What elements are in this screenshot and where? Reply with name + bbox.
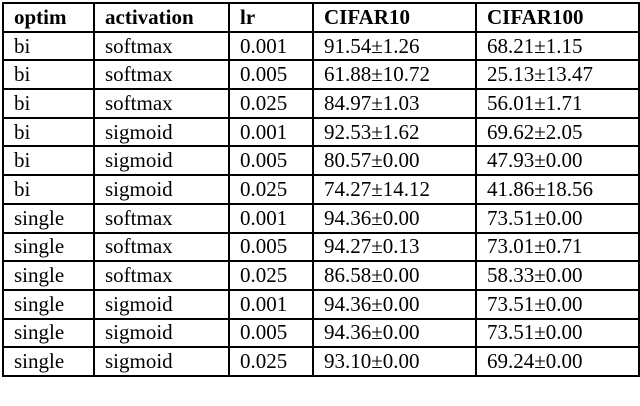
table-cell: 0.001 bbox=[228, 202, 314, 234]
table-cell: 84.97±1.03 bbox=[312, 88, 477, 119]
table-cell: 73.51±0.00 bbox=[475, 288, 640, 320]
column-header-lr: lr bbox=[228, 2, 314, 33]
table-cell: 0.001 bbox=[228, 288, 314, 320]
table-cell: 41.86±18.56 bbox=[475, 174, 640, 205]
table-cell: 94.27±0.13 bbox=[312, 231, 477, 263]
table-cell: 74.27±14.12 bbox=[312, 174, 477, 205]
table-row: bi sigmoid 0.001 92.53±1.62 69.62±2.05 bbox=[2, 116, 640, 148]
table-cell: 94.36±0.00 bbox=[312, 288, 477, 320]
table-cell: softmax bbox=[93, 88, 230, 119]
table-row: bi sigmoid 0.025 74.27±14.12 41.86±18.56 bbox=[2, 174, 640, 205]
table-cell: 80.57±0.00 bbox=[312, 145, 477, 177]
table-cell: 73.01±0.71 bbox=[475, 231, 640, 263]
table-cell: sigmoid bbox=[93, 288, 230, 320]
column-header-activation: activation bbox=[93, 2, 230, 33]
results-table: optim activation lr CIFAR10 CIFAR100 bi softm… bbox=[2, 2, 640, 377]
table-cell: 94.36±0.00 bbox=[312, 317, 477, 349]
table-cell: 86.58±0.00 bbox=[312, 260, 477, 291]
table-cell: 0.005 bbox=[228, 231, 314, 263]
table-cell: single bbox=[2, 231, 95, 263]
table-cell: 58.33±0.00 bbox=[475, 260, 640, 291]
table-cell: sigmoid bbox=[93, 174, 230, 205]
table-cell: 69.62±2.05 bbox=[475, 116, 640, 148]
table-row: bi softmax 0.005 61.88±10.72 25.13±13.47 bbox=[2, 59, 640, 91]
table-cell: bi bbox=[2, 174, 95, 205]
table-cell: 69.24±0.00 bbox=[475, 346, 640, 377]
column-header-optim: optim bbox=[2, 2, 95, 33]
table-cell: 0.005 bbox=[228, 317, 314, 349]
column-header-cifar100: CIFAR100 bbox=[475, 2, 640, 33]
table-cell: softmax bbox=[93, 30, 230, 62]
table-row: bi softmax 0.001 91.54±1.26 68.21±1.15 bbox=[2, 30, 640, 62]
table-cell: 0.005 bbox=[228, 59, 314, 91]
table-row: single softmax 0.025 86.58±0.00 58.33±0.00 bbox=[2, 260, 640, 291]
table-cell: bi bbox=[2, 88, 95, 119]
table-cell: 47.93±0.00 bbox=[475, 145, 640, 177]
header-row: optim activation lr CIFAR10 CIFAR100 bbox=[2, 2, 640, 33]
table-row: single sigmoid 0.005 94.36±0.00 73.51±0.00 bbox=[2, 317, 640, 349]
table-cell: single bbox=[2, 260, 95, 291]
table-row: single softmax 0.001 94.36±0.00 73.51±0.00 bbox=[2, 202, 640, 234]
table-cell: 73.51±0.00 bbox=[475, 317, 640, 349]
table-cell: 92.53±1.62 bbox=[312, 116, 477, 148]
table-cell: softmax bbox=[93, 260, 230, 291]
table-cell: 0.025 bbox=[228, 88, 314, 119]
table-cell: 0.005 bbox=[228, 145, 314, 177]
table-cell: 93.10±0.00 bbox=[312, 346, 477, 377]
table-cell: 91.54±1.26 bbox=[312, 30, 477, 62]
table-cell: 25.13±13.47 bbox=[475, 59, 640, 91]
table-row: single softmax 0.005 94.27±0.13 73.01±0.71 bbox=[2, 231, 640, 263]
table-cell: single bbox=[2, 288, 95, 320]
table-cell: single bbox=[2, 202, 95, 234]
table-cell: sigmoid bbox=[93, 116, 230, 148]
table-cell: 73.51±0.00 bbox=[475, 202, 640, 234]
table-cell: 61.88±10.72 bbox=[312, 59, 477, 91]
table-cell: 68.21±1.15 bbox=[475, 30, 640, 62]
column-header-cifar10: CIFAR10 bbox=[312, 2, 477, 33]
table-cell: single bbox=[2, 346, 95, 377]
table-row: bi softmax 0.025 84.97±1.03 56.01±1.71 bbox=[2, 88, 640, 119]
table-cell: sigmoid bbox=[93, 317, 230, 349]
table-cell: 0.001 bbox=[228, 116, 314, 148]
table-cell: sigmoid bbox=[93, 346, 230, 377]
table-cell: single bbox=[2, 317, 95, 349]
table-cell: bi bbox=[2, 116, 95, 148]
table-cell: 94.36±0.00 bbox=[312, 202, 477, 234]
table-cell: 0.025 bbox=[228, 346, 314, 377]
table-cell: softmax bbox=[93, 202, 230, 234]
table-cell: 0.025 bbox=[228, 174, 314, 205]
table-cell: softmax bbox=[93, 231, 230, 263]
table-cell: 0.025 bbox=[228, 260, 314, 291]
table-row: single sigmoid 0.025 93.10±0.00 69.24±0.00 bbox=[2, 346, 640, 377]
table-cell: 0.001 bbox=[228, 30, 314, 62]
table-cell: bi bbox=[2, 30, 95, 62]
table-cell: bi bbox=[2, 145, 95, 177]
table-cell: 56.01±1.71 bbox=[475, 88, 640, 119]
table-cell: bi bbox=[2, 59, 95, 91]
table-row: single sigmoid 0.001 94.36±0.00 73.51±0.00 bbox=[2, 288, 640, 320]
table-cell: sigmoid bbox=[93, 145, 230, 177]
table-row: bi sigmoid 0.005 80.57±0.00 47.93±0.00 bbox=[2, 145, 640, 177]
table-cell: softmax bbox=[93, 59, 230, 91]
table-body: bi softmax 0.001 91.54±1.26 68.21±1.15 bi soft… bbox=[2, 30, 640, 377]
